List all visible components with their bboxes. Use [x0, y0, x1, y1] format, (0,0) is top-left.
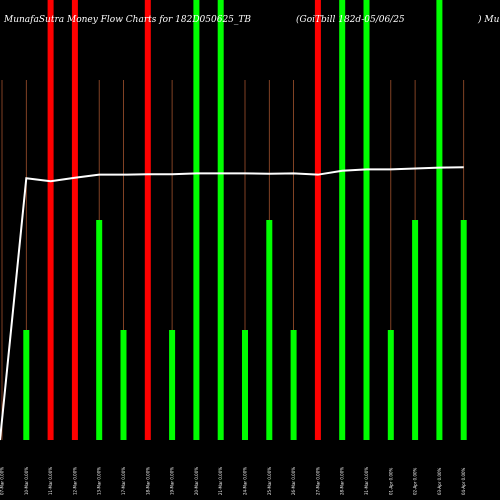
x-tick-label-5: 17-Mar 0.00% [121, 467, 126, 495]
bar-5 [120, 330, 127, 440]
bar-12 [290, 330, 297, 440]
x-tick-label-6: 18-Mar 0.00% [145, 467, 150, 495]
bar-4 [96, 220, 103, 440]
x-tick-label-13: 27-Mar 0.00% [315, 467, 320, 495]
bar-1 [23, 330, 30, 440]
bar-17 [412, 220, 419, 440]
line-layer [0, 166, 464, 441]
x-tick-label-15: 31-Mar 0.00% [364, 467, 369, 495]
bar-2 [47, 0, 54, 440]
x-tick-label-3: 12-Mar 0.00% [72, 467, 77, 495]
x-tick-label-19: 04-Apr 0.00% [461, 467, 466, 495]
bar-11 [266, 220, 273, 440]
x-tick-label-18: 03-Apr 0.00% [437, 467, 442, 495]
tick-labels-layer: 07-Mar 0.00% 10-Mar 0.00% 11-Mar 0.00% 12-M… [0, 467, 466, 495]
money-flow-line [0, 166, 464, 441]
chart-title-right: ) MunafaSutra [477, 14, 500, 25]
bar-13 [314, 0, 321, 440]
bar-6 [144, 0, 151, 440]
x-tick-label-14: 28-Mar 0.00% [340, 467, 345, 495]
chart-title: MunafaSutra Money Flow Charts for 182D05… [3, 14, 500, 25]
bar-7 [169, 330, 176, 440]
x-tick-label-1: 10-Mar 0.00% [24, 467, 29, 495]
x-tick-label-7: 19-Mar 0.00% [170, 467, 175, 495]
x-tick-label-9: 21-Mar 0.00% [218, 467, 223, 495]
bar-8 [193, 0, 200, 440]
x-tick-label-2: 11-Mar 0.00% [48, 467, 53, 495]
x-tick-label-12: 26-Mar 0.00% [291, 467, 296, 495]
bar-10 [242, 330, 248, 440]
bar-9 [217, 0, 224, 440]
bar-18 [436, 0, 443, 440]
bar-16 [387, 330, 394, 440]
chart-title-mid: (GoiTbill 182d-05/06/25 [296, 14, 405, 25]
chart-title-left: MunafaSutra Money Flow Charts for 182D05… [3, 15, 251, 25]
bars-layer [23, 0, 467, 440]
x-tick-label-8: 20-Mar 0.00% [194, 467, 199, 495]
x-tick-label-0: 07-Mar 0.00% [0, 467, 5, 495]
x-tick-label-17: 02-Apr 0.00% [413, 467, 418, 495]
x-tick-label-16: 01-Apr 0.00% [388, 467, 393, 495]
x-tick-label-4: 13-Mar 0.00% [97, 467, 102, 495]
x-tick-label-11: 25-Mar 0.00% [267, 467, 272, 495]
bar-19 [460, 220, 467, 440]
bar-15 [363, 0, 370, 440]
bar-14 [339, 0, 346, 440]
bar-3 [71, 0, 78, 440]
x-tick-label-10: 24-Mar 0.00% [243, 467, 248, 495]
